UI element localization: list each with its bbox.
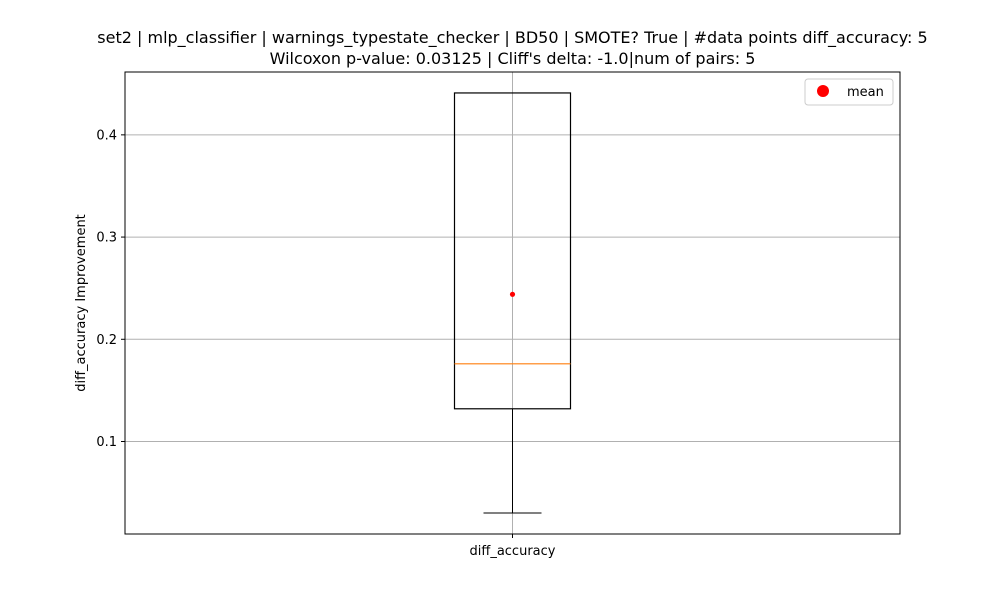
y-tick-label: 0.3: [96, 231, 117, 246]
tick-layer: 0.1 0.2 0.3 0.4 diff_accuracy: [96, 128, 555, 559]
mean-marker: [509, 291, 516, 297]
legend-mean-marker: [817, 85, 829, 97]
y-axis-label: diff_accuracy Improvement: [74, 214, 89, 392]
x-tick-label: diff_accuracy: [470, 544, 556, 559]
y-tick-label: 0.1: [96, 435, 117, 450]
legend-mean-label: mean: [847, 85, 884, 100]
box-layer: [453, 92, 572, 514]
chart-title-line-2: Wilcoxon p-value: 0.03125 | Cliff's delt…: [270, 49, 756, 68]
legend-box: [804, 78, 894, 106]
grid-layer: [125, 72, 900, 534]
y-tick-label: 0.2: [96, 333, 117, 348]
chart-title-line-1: set2 | mlp_classifier | warnings_typesta…: [97, 28, 927, 48]
y-tick-label: 0.4: [96, 128, 117, 143]
legend: mean: [804, 78, 894, 106]
box-iqr: [453, 92, 572, 410]
